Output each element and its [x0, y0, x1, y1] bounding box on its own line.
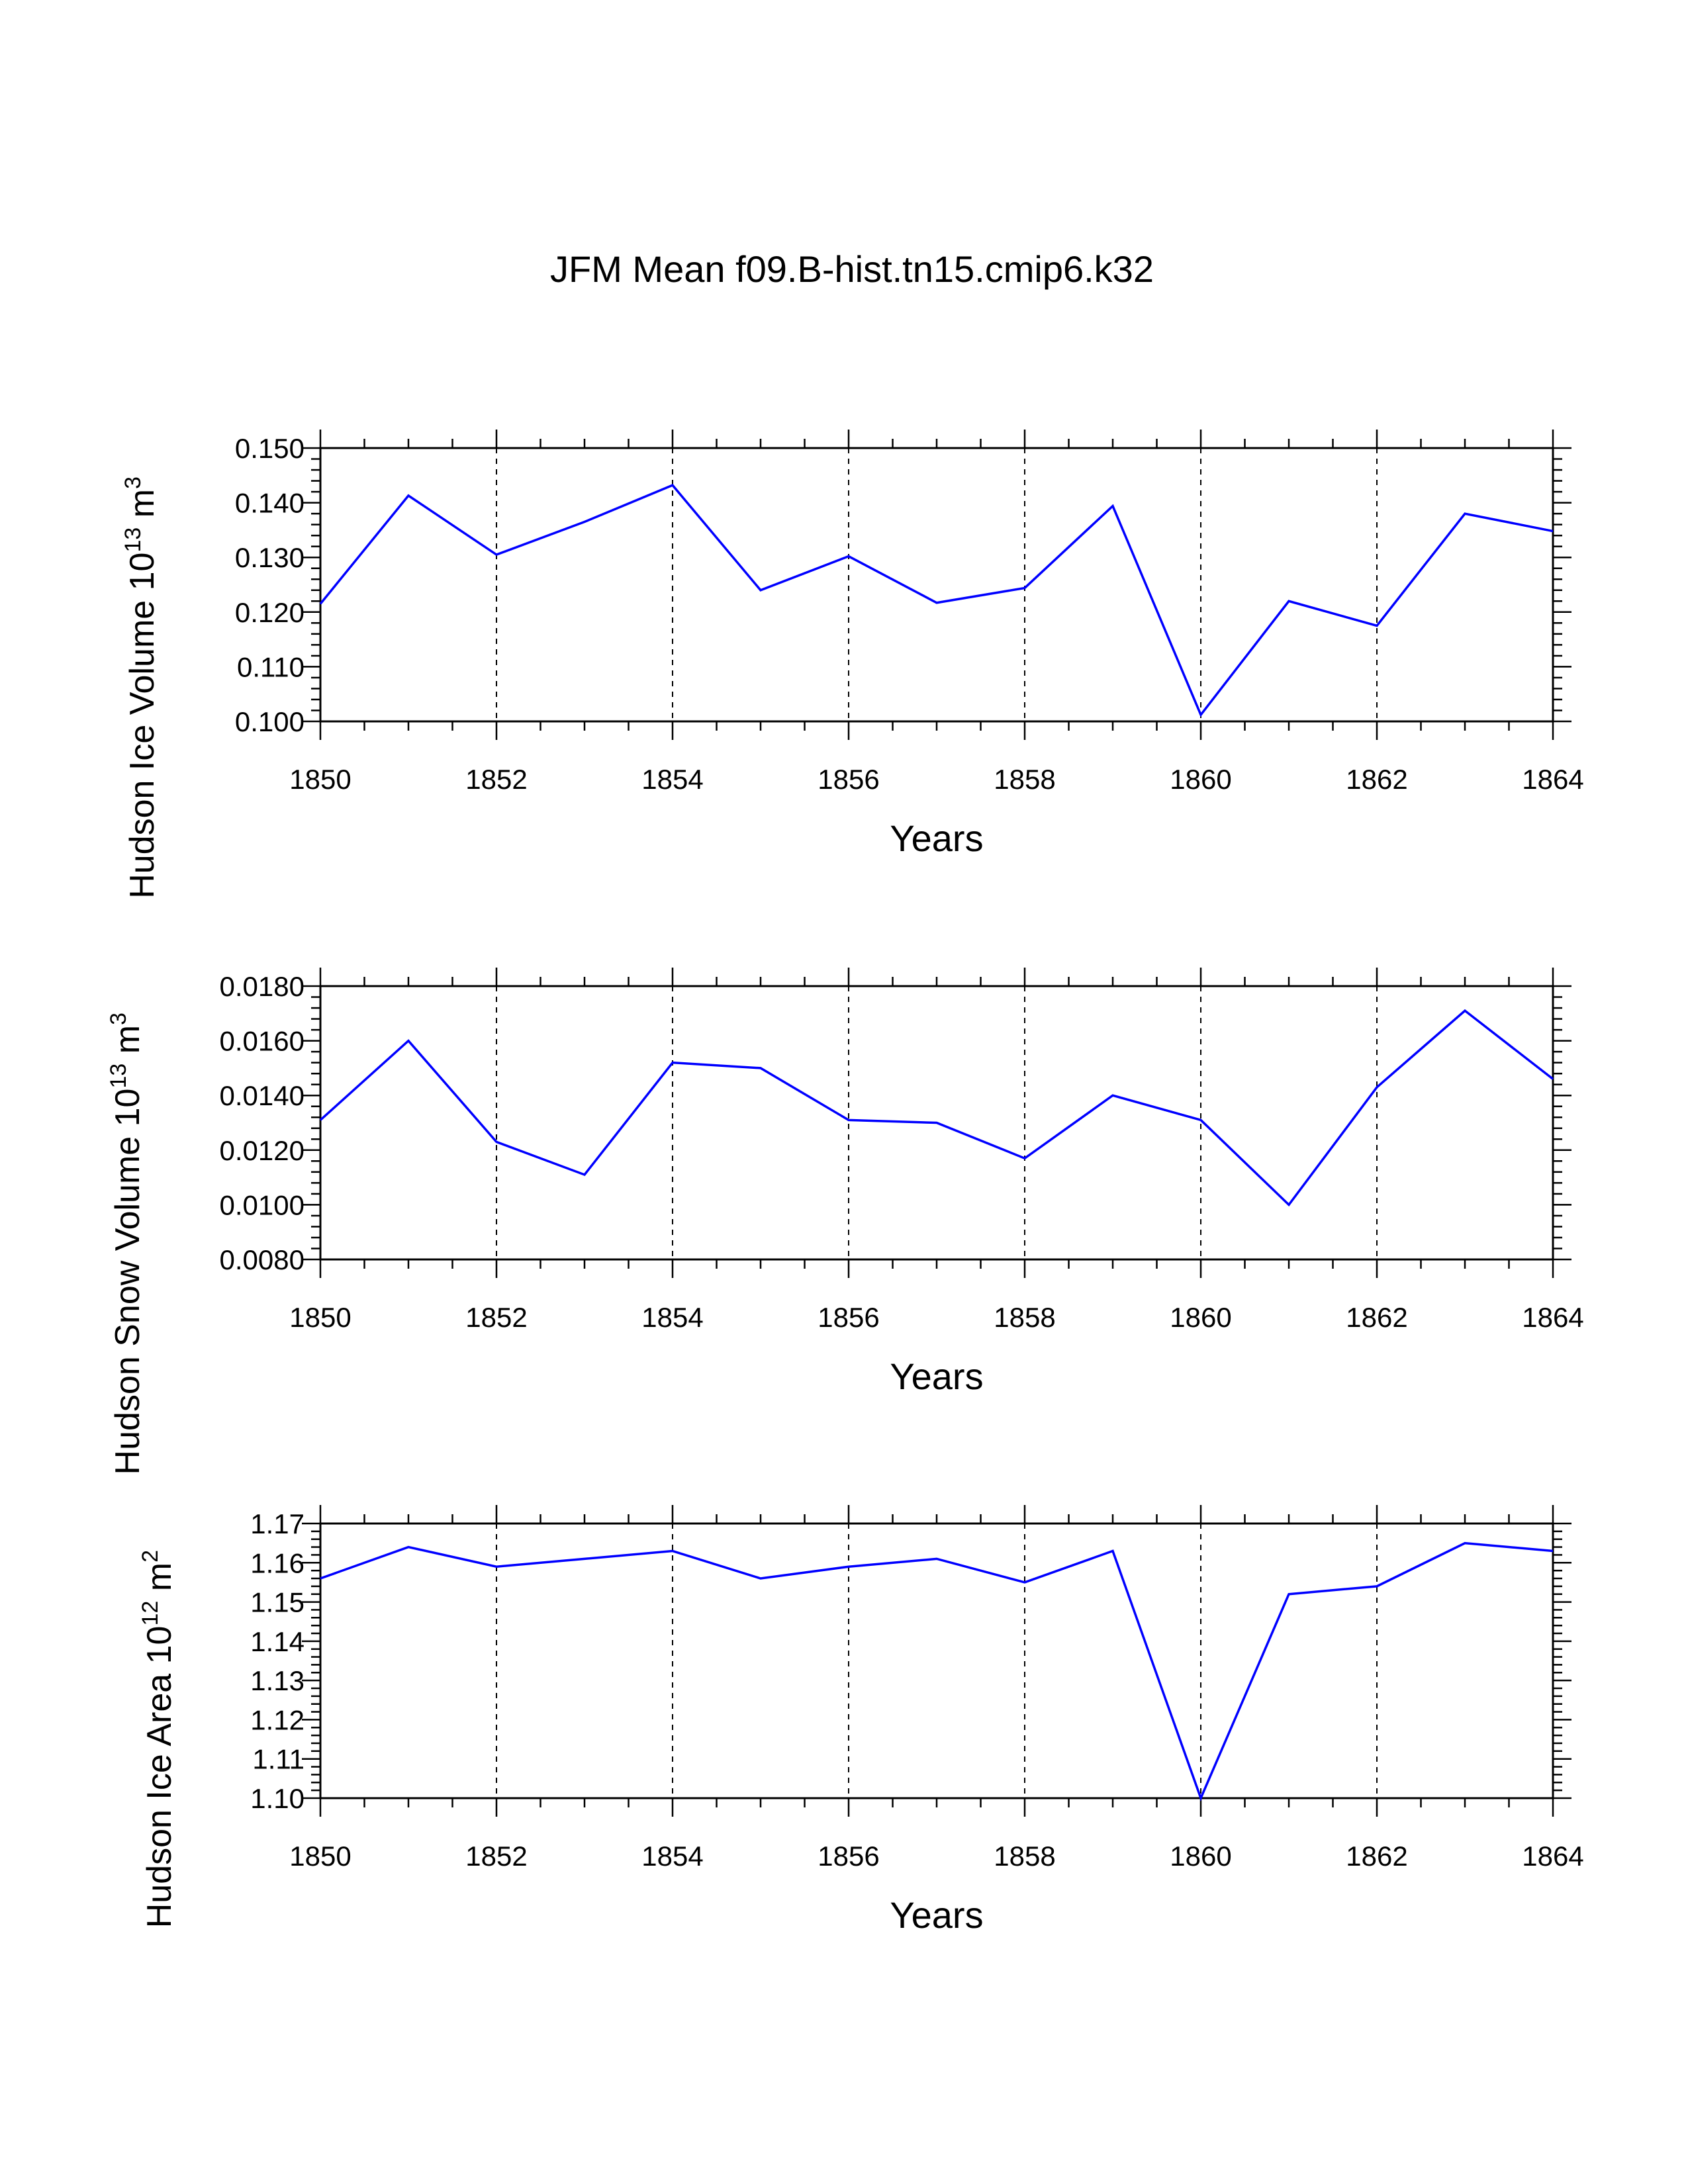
x-tick-label: 1860: [1170, 1302, 1231, 1333]
x-tick-label: 1854: [641, 1841, 703, 1872]
y-tick-label: 1.15: [250, 1587, 305, 1618]
y-tick-label: 0.150: [235, 433, 305, 464]
y-tick-label: 0.140: [235, 488, 305, 519]
panel-2: 0.0080 0.0100 0.0120 0.0140 0.0160 0.0180 1850…: [106, 968, 1584, 1475]
x-tick-label: 1860: [1170, 1841, 1231, 1872]
y-tick-label: 0.120: [235, 597, 305, 628]
x-axis-label: Years: [890, 817, 983, 859]
x-tick-label: 1852: [465, 1841, 527, 1872]
y-axis-label-superscript: 3: [106, 1013, 131, 1025]
y-tick-label: 1.11: [252, 1744, 305, 1775]
x-tick-label: 1864: [1522, 1302, 1583, 1333]
y-tick-label: 0.130: [235, 542, 305, 573]
x-tick-label: 1852: [465, 1302, 527, 1333]
y-axis-label-text: m: [140, 1563, 179, 1601]
x-tick-label: 1850: [289, 1302, 351, 1333]
x-tick-label: 1858: [994, 1841, 1055, 1872]
x-tick-label: 1852: [465, 764, 527, 795]
y-tick-label: 0.0080: [220, 1244, 305, 1275]
x-tick-label: 1856: [818, 1302, 879, 1333]
figure-title: JFM Mean f09.B-hist.tn15.cmip6.k32: [550, 248, 1154, 290]
y-axis-label-text: Hudson Ice Volume 10: [123, 553, 162, 899]
y-tick-label: 1.17: [250, 1508, 305, 1539]
x-tick-label: 1860: [1170, 764, 1231, 795]
y-tick-label: 1.10: [250, 1783, 305, 1814]
y-axis-label: Hudson Snow Volume 1013 m3: [106, 1013, 147, 1475]
x-tick-label: 1858: [994, 1302, 1055, 1333]
x-tick-label: 1856: [818, 764, 879, 795]
y-tick-label: 0.100: [235, 706, 305, 737]
y-axis-label-superscript: 12: [138, 1601, 163, 1626]
x-tick-label: 1856: [818, 1841, 879, 1872]
y-axis-label-text: Hudson Snow Volume 10: [109, 1089, 147, 1475]
x-axis-label: Years: [890, 1355, 983, 1397]
y-axis-label-superscript: 13: [106, 1064, 131, 1089]
x-tick-label: 1850: [289, 1841, 351, 1872]
x-axis-label: Years: [890, 1894, 983, 1936]
x-tick-label: 1862: [1346, 1302, 1407, 1333]
x-tick-label: 1864: [1522, 1841, 1583, 1872]
y-axis-label-superscript: 3: [120, 477, 146, 489]
y-tick-label: 1.13: [250, 1665, 305, 1696]
y-tick-label: 0.0180: [220, 971, 305, 1002]
panel-3: 1.10 1.11 1.12 1.13 1.14 1.15 1.16 1.17 1850 1852…: [138, 1505, 1584, 1936]
y-axis-label-text: m: [109, 1025, 147, 1064]
y-tick-label: 1.14: [250, 1626, 305, 1657]
x-tick-label: 1854: [641, 1302, 703, 1333]
y-axis-label-superscript: 2: [138, 1550, 163, 1563]
y-axis-label: Hudson Ice Area 1012 m2: [138, 1550, 179, 1928]
y-tick-label: 0.0120: [220, 1135, 305, 1166]
x-tick-label: 1862: [1346, 1841, 1407, 1872]
y-axis-label-text: Hudson Ice Area 10: [140, 1626, 179, 1929]
x-tick-label: 1864: [1522, 764, 1583, 795]
plot-frame: [319, 985, 1554, 1261]
y-axis-label-superscript: 13: [120, 527, 146, 553]
y-axis-label-text: m: [123, 489, 162, 527]
panel-1: 0.100 0.110 0.120 0.130 0.140 0.150 1850 1852 18…: [120, 430, 1584, 899]
y-tick-label: 0.0100: [220, 1189, 305, 1220]
plot-frame: [319, 1522, 1554, 1799]
x-tick-label: 1858: [994, 764, 1055, 795]
x-tick-label: 1854: [641, 764, 703, 795]
panels: 0.100 0.110 0.120 0.130 0.140 0.150 1850 1852 18…: [106, 430, 1584, 1936]
y-tick-label: 1.16: [250, 1547, 305, 1578]
x-tick-label: 1862: [1346, 764, 1407, 795]
y-tick-label: 0.0160: [220, 1026, 305, 1057]
y-tick-label: 1.12: [250, 1704, 305, 1735]
y-tick-label: 0.0140: [220, 1080, 305, 1111]
x-tick-label: 1850: [289, 764, 351, 795]
plot-frame: [319, 447, 1554, 723]
y-tick-label: 0.110: [237, 651, 305, 682]
y-axis-label: Hudson Ice Volume 1013 m3: [120, 477, 162, 899]
